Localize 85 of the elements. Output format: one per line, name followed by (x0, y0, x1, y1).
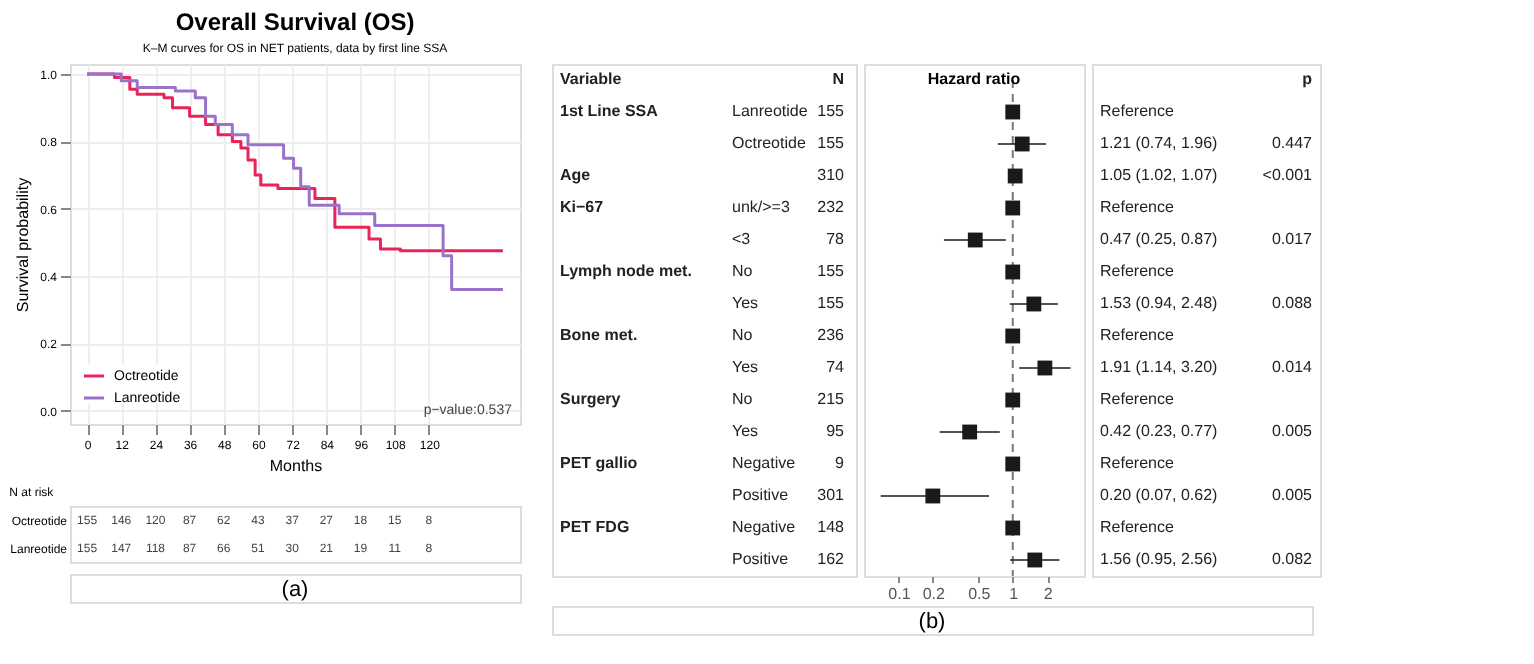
text: Reference (1100, 390, 1175, 408)
text: 155 (817, 134, 846, 152)
text: 0.088 (1271, 294, 1314, 312)
y-tick-label: Yes (732, 358, 759, 376)
text: Surgery (560, 390, 622, 408)
y-tick-label: Negative (732, 454, 797, 472)
text: 155 (817, 102, 846, 120)
text: 0.47 (0.25, 0.87) (1100, 230, 1219, 248)
x-tick-label: 1 (1009, 585, 1020, 603)
y-tick-label: Lanreotide (732, 102, 809, 120)
point (1005, 264, 1021, 280)
text: Age (560, 166, 592, 184)
text: (b) (918, 610, 946, 634)
text: Reference (1100, 198, 1175, 216)
x-axis-title: Months (269, 457, 323, 475)
text: Variable (560, 70, 623, 88)
x-tick-label: 0.5 (968, 585, 992, 603)
y-tick-label: unk/>=3 (732, 198, 791, 216)
y-tick-label: Yes (732, 422, 759, 440)
text: Reference (1100, 262, 1175, 280)
text: Bone met. (560, 326, 638, 344)
y-tick-label: No (732, 262, 754, 280)
text: 1.21 (0.74, 1.96) (1100, 134, 1219, 152)
text: Reference (1100, 102, 1175, 120)
text: 236 (817, 326, 846, 344)
text: 301 (817, 486, 846, 504)
point (1005, 520, 1021, 536)
text: 162 (817, 550, 846, 568)
text: (a) (281, 578, 309, 602)
text: 232 (817, 198, 846, 216)
text: 95 (826, 422, 846, 440)
text: 148 (817, 518, 846, 536)
text: Reference (1100, 326, 1175, 344)
text: 0.082 (1271, 550, 1314, 568)
text: 0.005 (1271, 422, 1314, 440)
point (1026, 296, 1042, 312)
text: p (1302, 70, 1313, 88)
text: Ki−67 (560, 198, 605, 216)
text: <0.001 (1262, 166, 1314, 184)
text: 155 (817, 294, 846, 312)
text: 1.91 (1.14, 3.20) (1100, 358, 1219, 376)
text: 0.017 (1271, 230, 1314, 248)
text: 310 (817, 166, 846, 184)
point (1005, 104, 1021, 120)
text: 0.014 (1271, 358, 1314, 376)
text: 155 (817, 262, 846, 280)
text: 1st Line SSA (560, 102, 659, 120)
text: PET gallio (560, 454, 638, 472)
text: 74 (826, 358, 846, 376)
text: 78 (826, 230, 846, 248)
text: PET FDG (560, 518, 630, 536)
y-tick-label: Octreotide (732, 134, 807, 152)
text: 1.53 (0.94, 2.48) (1100, 294, 1219, 312)
x-tick-label: 2 (1043, 585, 1054, 603)
text: 0.005 (1271, 486, 1314, 504)
y-tick-label: Positive (732, 486, 790, 504)
y-tick-label: Yes (732, 294, 759, 312)
x-tick-label: 0.2 (922, 585, 947, 603)
point (1007, 168, 1023, 184)
text: 0.42 (0.23, 0.77) (1100, 422, 1219, 440)
point (1005, 328, 1021, 344)
text: Reference (1100, 518, 1175, 536)
text: Reference (1100, 454, 1175, 472)
point (1005, 456, 1021, 472)
text: 1.05 (1.02, 1.07) (1100, 166, 1219, 184)
text: 215 (817, 390, 846, 408)
y-tick-label: No (732, 326, 754, 344)
annotation: Hazard ratio (927, 70, 1021, 88)
point (1014, 136, 1030, 152)
y-tick-label: Positive (732, 550, 790, 568)
chart-title: Overall Survival (OS) (175, 8, 415, 36)
y-tick-label: Negative (732, 518, 797, 536)
text: 9 (835, 454, 846, 472)
point (1005, 392, 1021, 408)
y-axis-title: Survival probability (14, 177, 33, 313)
text: Lymph node met. (560, 262, 692, 280)
text: N (832, 70, 845, 88)
point (1005, 200, 1021, 216)
point (1027, 552, 1043, 568)
text: 1.56 (0.95, 2.56) (1100, 550, 1219, 568)
text: 0.20 (0.07, 0.62) (1100, 486, 1219, 504)
x-tick-label: 0.1 (888, 585, 912, 603)
y-tick-label: <3 (732, 230, 752, 248)
y-tick-label: No (732, 390, 754, 408)
text: 0.447 (1271, 134, 1314, 152)
